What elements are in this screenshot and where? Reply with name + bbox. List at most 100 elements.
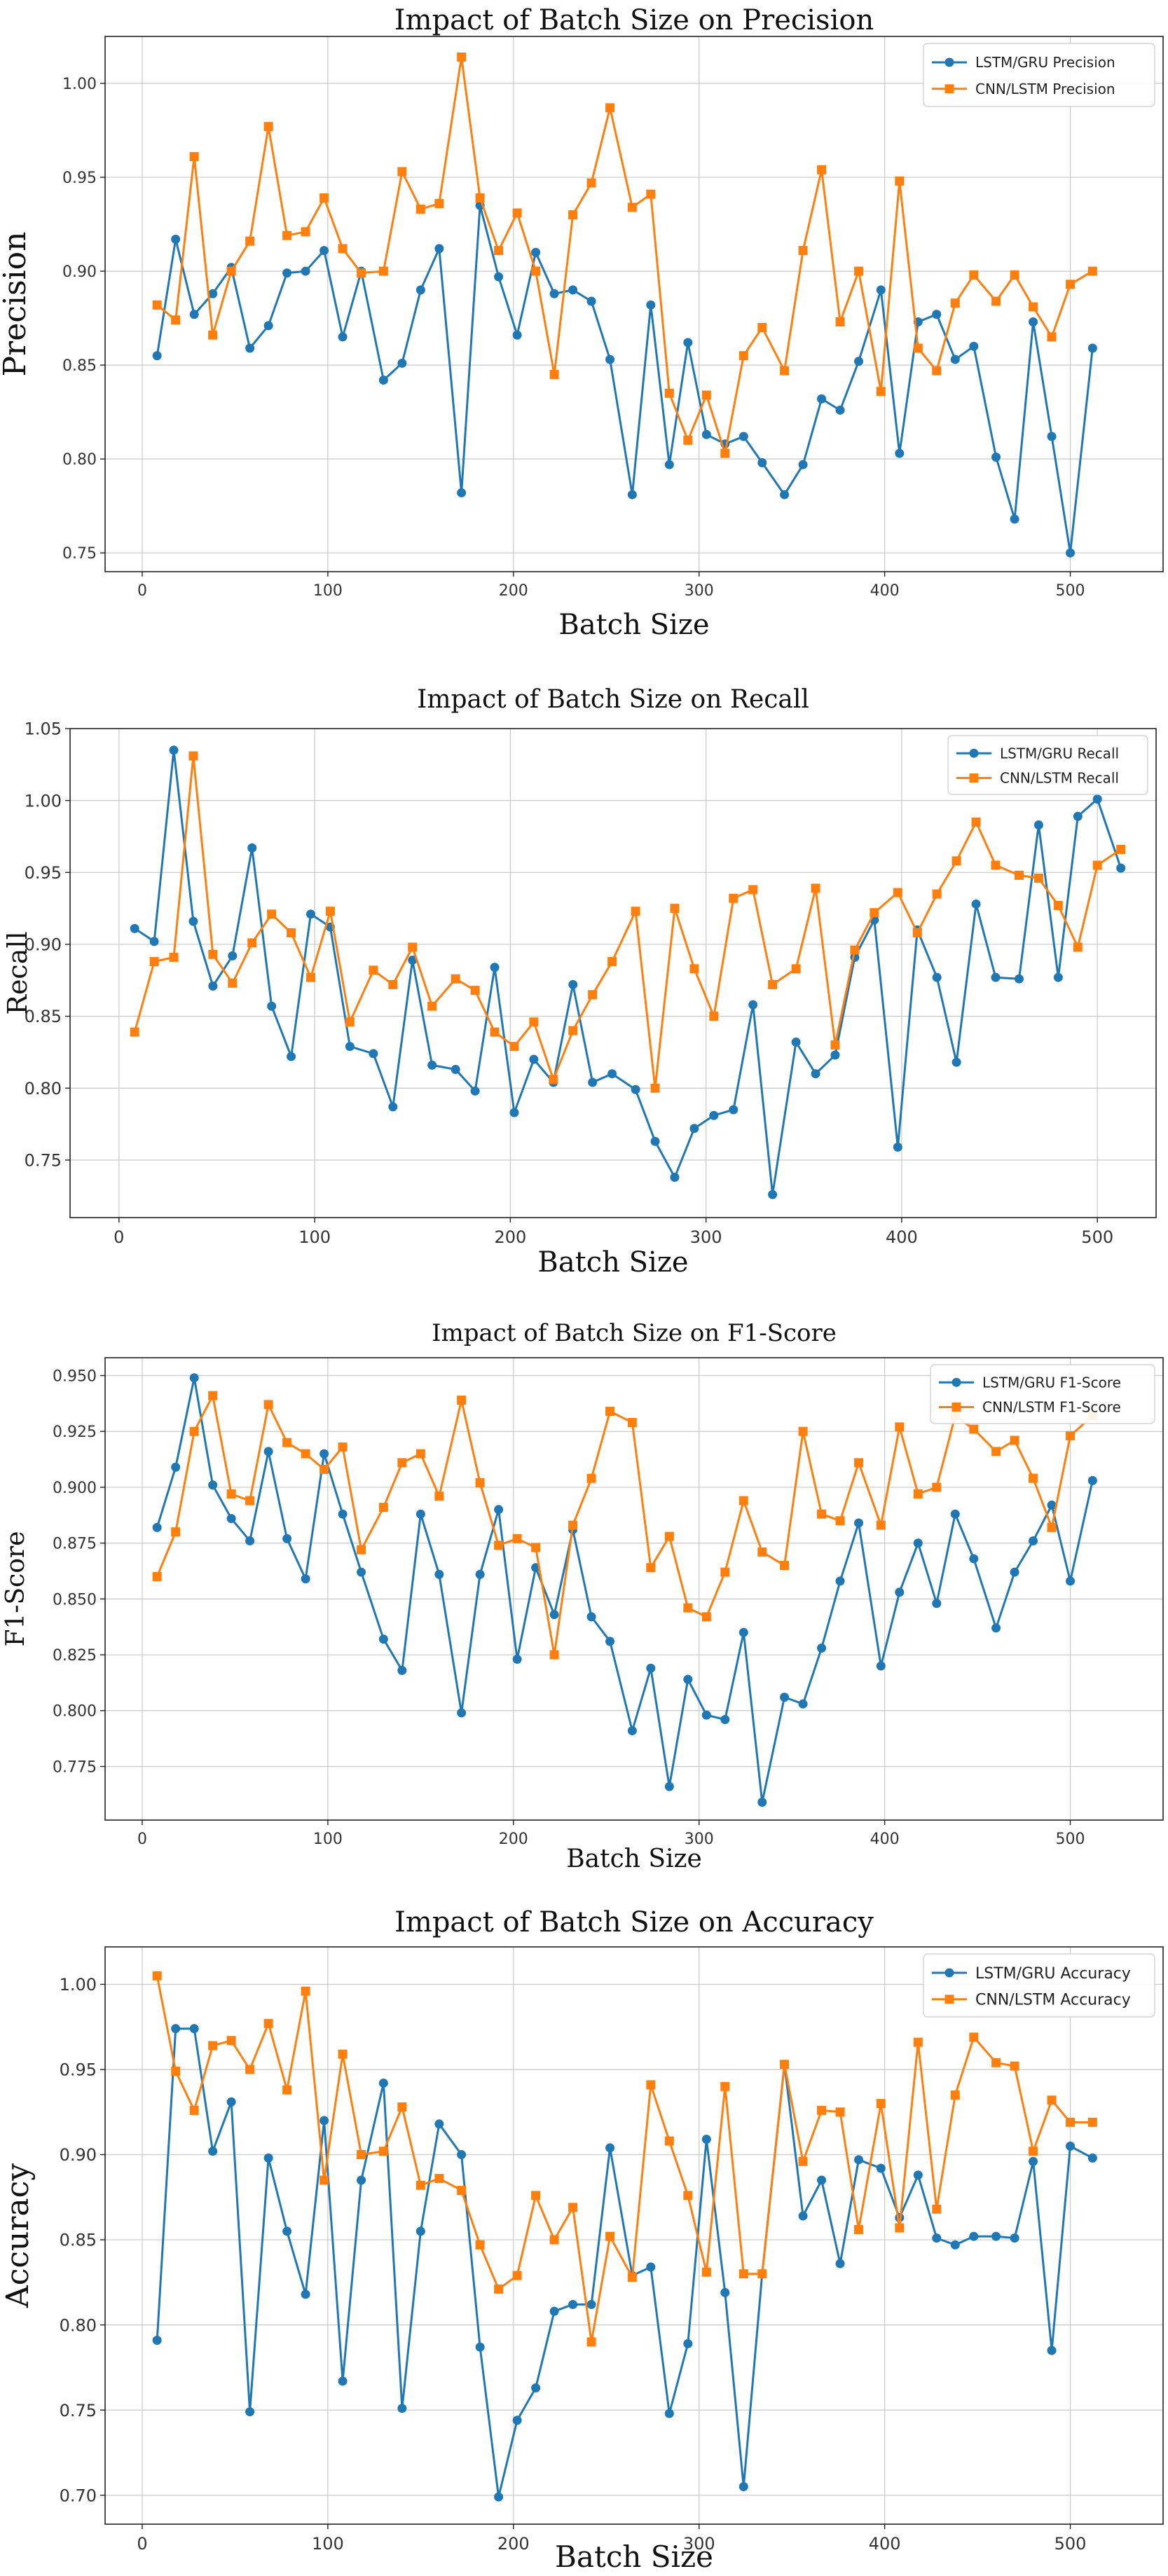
data-point [1066, 2141, 1076, 2151]
data-point [263, 1447, 273, 1456]
data-point [434, 2119, 444, 2129]
data-point [854, 1458, 864, 1468]
data-point [1033, 874, 1043, 883]
data-point [895, 2223, 905, 2233]
data-point [627, 202, 637, 212]
data-point [263, 321, 273, 331]
y-tick-label: 0.90 [60, 2145, 97, 2165]
data-point [1010, 1567, 1019, 1577]
data-point [586, 296, 596, 306]
legend-marker [969, 773, 979, 783]
data-point [282, 1534, 292, 1543]
data-point [208, 330, 218, 340]
data-point [798, 1699, 808, 1709]
series-line [156, 1377, 1094, 1803]
data-point [470, 1086, 480, 1096]
legend-label: CNN/LSTM Recall [1000, 770, 1119, 787]
series-cnn-lstm [130, 751, 1126, 1093]
data-point [568, 2203, 578, 2212]
data-point [1087, 343, 1097, 353]
y-tick-label: 0.825 [53, 1647, 97, 1665]
data-point [263, 2018, 273, 2028]
data-point [301, 2289, 310, 2299]
y-tick-label: 0.775 [53, 1758, 97, 1776]
data-point [457, 1708, 467, 1718]
data-point [780, 366, 790, 376]
y-tick-label: 1.00 [60, 1975, 97, 1995]
data-point [683, 2191, 693, 2200]
data-point [1029, 2147, 1038, 2156]
data-point [798, 246, 808, 256]
x-axis-label: Batch Size [558, 609, 709, 641]
data-point [568, 285, 578, 295]
series-cnn-lstm [152, 1391, 1097, 1660]
data-point [338, 244, 348, 254]
series-line [134, 749, 1122, 1196]
data-point [320, 246, 329, 256]
data-point [664, 388, 674, 398]
data-point [509, 1042, 519, 1052]
data-point [950, 2240, 960, 2250]
x-tick-label: 200 [494, 1227, 526, 1247]
data-point [586, 1473, 596, 1483]
data-point [913, 2037, 923, 2047]
data-point [1087, 1475, 1097, 1485]
legend-label: LSTM/GRU F1-Score [982, 1374, 1121, 1391]
data-point [338, 2049, 348, 2059]
data-point [646, 1563, 656, 1573]
data-point [415, 2180, 425, 2190]
data-point [451, 1065, 460, 1075]
plot-frame [104, 1357, 1164, 1821]
data-point [811, 883, 820, 893]
data-point [913, 343, 923, 353]
data-point [345, 1017, 355, 1027]
data-point [913, 1489, 923, 1499]
data-point [301, 1449, 310, 1459]
data-point [549, 2306, 559, 2316]
data-point [1029, 2156, 1038, 2166]
data-point [1087, 2117, 1097, 2127]
data-point [169, 952, 179, 962]
data-point [729, 1105, 738, 1115]
data-point [1047, 1522, 1057, 1532]
data-point [226, 2036, 236, 2046]
data-point [950, 354, 960, 364]
data-point [247, 938, 257, 948]
data-point [607, 957, 617, 967]
data-point [932, 2233, 942, 2243]
data-point [457, 2186, 467, 2196]
data-point [701, 1612, 711, 1622]
x-axis-label: Batch Size [566, 1845, 702, 1873]
data-point [683, 338, 693, 347]
plot-frame [104, 36, 1164, 572]
data-point [529, 1017, 539, 1027]
data-point [1047, 1500, 1057, 1510]
data-point [1015, 870, 1024, 880]
data-point [171, 1462, 181, 1472]
data-point [670, 1173, 680, 1183]
data-point [226, 1514, 236, 1524]
data-point [835, 1576, 845, 1586]
data-point [689, 1124, 699, 1134]
chart-title: Impact of Batch Size on Accuracy [394, 1906, 874, 1938]
data-point [1087, 2153, 1097, 2163]
data-point [152, 1522, 162, 1532]
data-point [228, 951, 238, 960]
data-point [701, 429, 711, 439]
data-point [720, 1715, 730, 1725]
x-tick-label: 400 [886, 1227, 918, 1247]
data-point [895, 1587, 905, 1597]
chart-panel-2: 0 100 200 300 400 500 0.75 0.80 0.85 0.90 0.95 1.00… [2, 685, 1157, 1279]
data-point [494, 246, 504, 256]
data-point [263, 2153, 273, 2163]
data-point [267, 909, 277, 919]
data-point [757, 458, 767, 468]
data-point [683, 1674, 693, 1684]
data-point [568, 1520, 578, 1530]
data-point [586, 2299, 596, 2309]
data-point [850, 945, 860, 955]
series-lstm-gru [130, 745, 1126, 1199]
data-point [1087, 266, 1097, 276]
data-point [738, 2269, 748, 2279]
data-point [757, 2269, 767, 2279]
